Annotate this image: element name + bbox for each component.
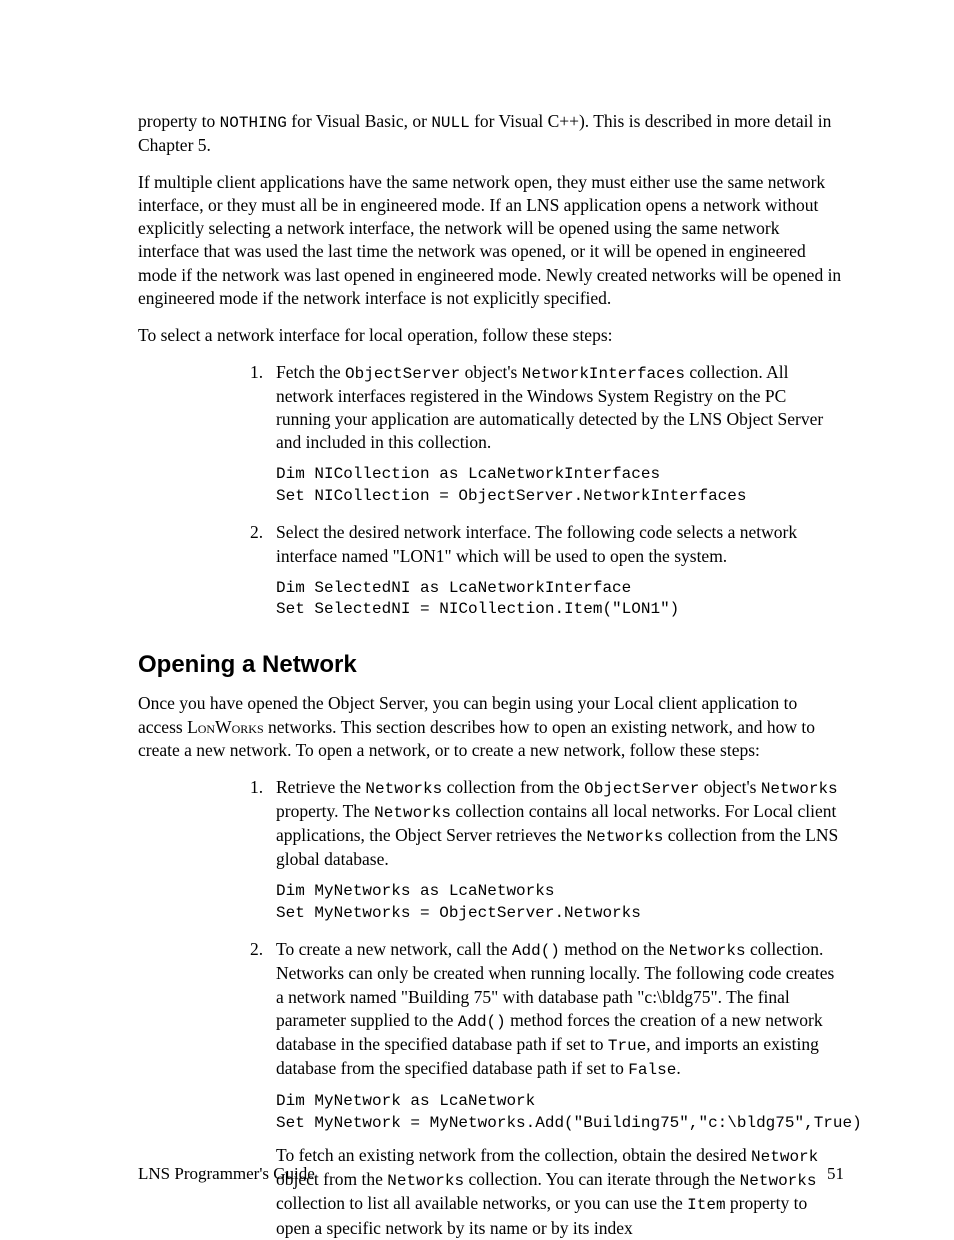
code-block: Dim SelectedNI as LcaNetworkInterface Se…	[276, 578, 844, 621]
footer-title: LNS Programmer's Guide	[138, 1163, 315, 1185]
list-number: 1.	[250, 361, 263, 384]
code-inline: False	[628, 1061, 676, 1079]
text: object's	[460, 362, 521, 382]
smallcaps-text: LonWorks	[187, 717, 264, 737]
text: To create a new network, call the	[276, 939, 512, 959]
text: Select the desired network interface. Th…	[276, 522, 797, 565]
ordered-list-1: 1. Fetch the ObjectServer object's Netwo…	[138, 361, 844, 621]
text: property to	[138, 111, 220, 131]
code-inline: NULL	[431, 114, 469, 132]
list-item: 1. Retrieve the Networks collection from…	[276, 776, 844, 925]
code-inline: Networks	[761, 780, 838, 798]
text: for Visual Basic, or	[287, 111, 431, 131]
section-heading: Opening a Network	[138, 649, 844, 681]
list-item: 1. Fetch the ObjectServer object's Netwo…	[276, 361, 844, 508]
code-inline: ObjectServer	[584, 780, 699, 798]
code-inline: NOTHING	[220, 114, 287, 132]
text: Fetch the	[276, 362, 345, 382]
page-number: 51	[827, 1163, 844, 1185]
code-inline: Networks	[365, 780, 442, 798]
code-inline: Add()	[458, 1013, 506, 1031]
page-footer: LNS Programmer's Guide 51	[138, 1163, 844, 1185]
code-inline: Item	[687, 1196, 725, 1214]
text: collection from the	[442, 777, 584, 797]
text: collection to list all available network…	[276, 1193, 687, 1213]
list-item: 2. Select the desired network interface.…	[276, 521, 844, 620]
text: Retrieve the	[276, 777, 365, 797]
list-number: 2.	[250, 521, 263, 544]
code-inline: NetworkInterfaces	[522, 365, 685, 383]
code-block: Dim NICollection as LcaNetworkInterfaces…	[276, 464, 844, 507]
list-number: 2.	[250, 938, 263, 961]
code-inline: Networks	[374, 804, 451, 822]
code-inline: ObjectServer	[345, 365, 460, 383]
sub-paragraph: To fetch an existing network from the co…	[276, 1144, 844, 1239]
page: property to NOTHING for Visual Basic, or…	[0, 0, 954, 1235]
list-item: 2. To create a new network, call the Add…	[276, 938, 844, 1239]
paragraph-3: To select a network interface for local …	[138, 324, 844, 347]
paragraph-4: Once you have opened the Object Server, …	[138, 692, 844, 761]
code-block: Dim MyNetworks as LcaNetworks Set MyNetw…	[276, 881, 844, 924]
code-inline: Networks	[587, 828, 664, 846]
code-inline: Add()	[512, 942, 560, 960]
text: object's	[699, 777, 760, 797]
list-number: 1.	[250, 776, 263, 799]
text: method on the	[560, 939, 669, 959]
paragraph-2: If multiple client applications have the…	[138, 171, 844, 310]
code-inline: Networks	[669, 942, 746, 960]
code-block: Dim MyNetwork as LcaNetwork Set MyNetwor…	[276, 1091, 844, 1134]
text: property. The	[276, 801, 374, 821]
text: .	[676, 1058, 680, 1078]
code-inline: True	[608, 1037, 646, 1055]
paragraph-1: property to NOTHING for Visual Basic, or…	[138, 110, 844, 157]
